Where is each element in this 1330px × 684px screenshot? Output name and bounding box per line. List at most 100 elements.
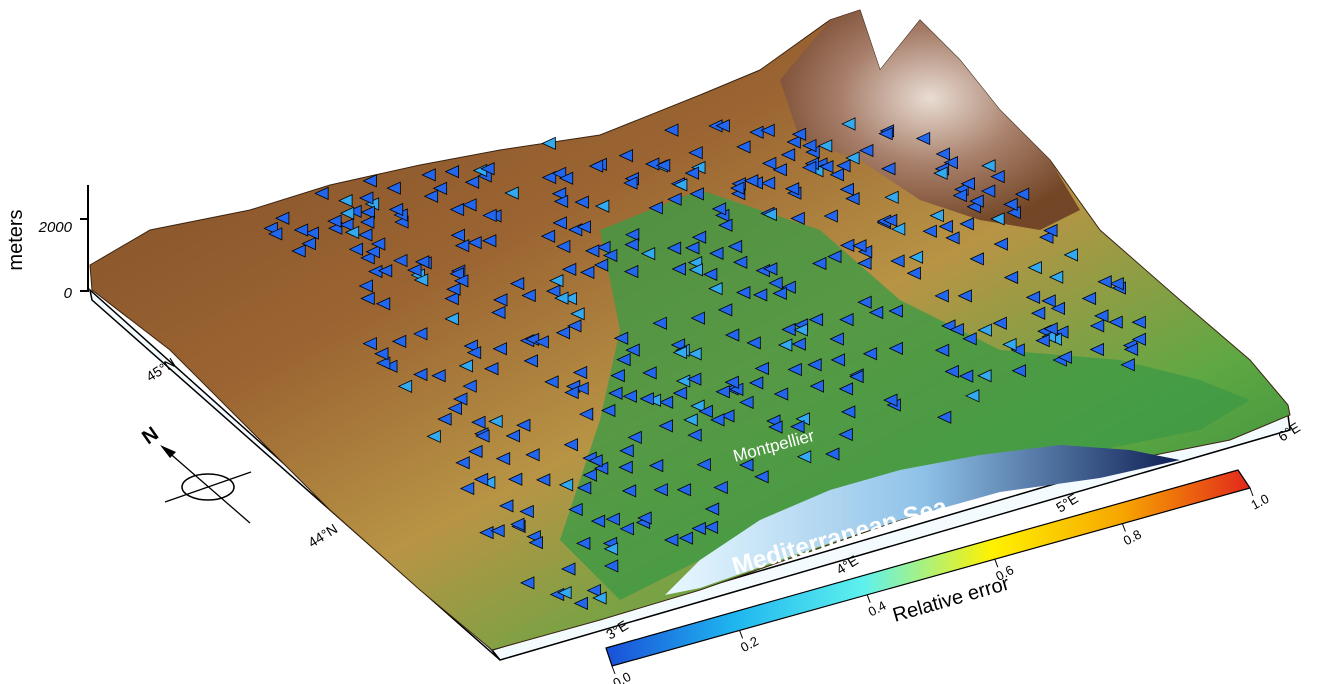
station-triangle-icon bbox=[541, 136, 556, 151]
station-triangle-icon bbox=[838, 427, 853, 442]
latitude-label-45n: 45°N bbox=[143, 354, 178, 384]
station-triangle-icon bbox=[601, 403, 616, 418]
station-triangle-icon bbox=[1057, 350, 1072, 364]
compass-circle-icon bbox=[181, 473, 235, 501]
lowland-plain bbox=[560, 190, 1250, 600]
station-triangle-icon bbox=[687, 428, 702, 442]
station-triangle-icon bbox=[690, 311, 705, 325]
station-triangle-icon bbox=[561, 562, 576, 576]
station-triangle-icon bbox=[830, 353, 846, 367]
station-triangle-icon bbox=[1043, 223, 1058, 238]
station-triangle-icon bbox=[453, 274, 469, 288]
station-triangle-icon bbox=[605, 512, 620, 526]
station-triangle-icon bbox=[808, 313, 824, 327]
station-triangle-icon bbox=[724, 375, 739, 389]
station-triangle-icon bbox=[683, 413, 698, 427]
station-triangle-icon bbox=[479, 525, 494, 540]
station-triangle-icon bbox=[884, 190, 899, 204]
station-triangle-icon bbox=[563, 438, 578, 452]
station-triangle-icon bbox=[653, 483, 668, 497]
station-triangle-icon bbox=[495, 452, 511, 466]
station-triangle-icon bbox=[786, 135, 801, 149]
station-triangle-icon bbox=[773, 387, 789, 401]
station-triangle-icon bbox=[492, 342, 507, 356]
station-triangle-icon bbox=[666, 241, 682, 255]
station-triangle-icon bbox=[549, 274, 564, 288]
station-triangle-icon bbox=[667, 192, 682, 206]
station-triangle-icon bbox=[432, 181, 448, 195]
station-triangle-icon bbox=[698, 404, 713, 418]
station-triangle-icon bbox=[684, 166, 699, 180]
station-triangle-icon bbox=[784, 182, 800, 196]
colorbar-tick bbox=[994, 559, 999, 568]
station-triangle-icon bbox=[1039, 230, 1054, 244]
station-triangle-icon bbox=[802, 138, 817, 153]
station-triangle-icon bbox=[688, 263, 703, 277]
station-triangle-icon bbox=[393, 253, 408, 268]
station-triangle-icon bbox=[934, 343, 950, 357]
station-triangle-icon bbox=[553, 194, 569, 209]
station-triangle-icon bbox=[475, 429, 490, 443]
station-triangle-icon bbox=[449, 267, 464, 281]
station-triangle-icon bbox=[840, 405, 856, 419]
station-triangle-icon bbox=[663, 533, 679, 547]
station-triangle-icon bbox=[691, 521, 706, 536]
station-triangle-icon bbox=[713, 480, 728, 495]
station-triangle-icon bbox=[365, 245, 380, 259]
station-triangle-icon bbox=[859, 143, 874, 158]
station-triangle-icon bbox=[1003, 270, 1019, 285]
station-triangle-icon bbox=[839, 312, 854, 327]
station-triangle-icon bbox=[481, 234, 497, 248]
station-triangle-icon bbox=[689, 187, 704, 201]
colorbar-tick-label: 0.6 bbox=[993, 562, 1016, 584]
station-triangle-icon bbox=[602, 248, 618, 263]
station-triangle-icon bbox=[586, 583, 601, 598]
station-triangle-icon bbox=[743, 174, 759, 188]
station-triangle-icon bbox=[772, 286, 787, 301]
station-triangle-icon bbox=[812, 256, 827, 271]
station-triangle-icon bbox=[447, 401, 462, 416]
station-triangle-icon bbox=[557, 586, 572, 600]
colorbar-tick-label: 1.0 bbox=[1248, 491, 1271, 513]
station-triangle-icon bbox=[739, 458, 754, 472]
north-compass: N bbox=[138, 423, 252, 524]
station-triangle-icon bbox=[938, 219, 953, 234]
station-triangle-icon bbox=[957, 289, 972, 303]
station-triangle-icon bbox=[933, 166, 948, 180]
station-triangle-icon bbox=[715, 119, 730, 133]
station-triangle-icon bbox=[504, 186, 519, 200]
station-triangle-icon bbox=[969, 194, 984, 208]
station-triangle-icon bbox=[761, 156, 777, 170]
station-triangle-icon bbox=[450, 228, 465, 242]
station-triangle-icon bbox=[488, 414, 503, 429]
station-triangle-icon bbox=[990, 169, 1005, 184]
station-triangle-icon bbox=[888, 304, 903, 318]
station-triangle-icon bbox=[1050, 301, 1066, 316]
station-triangle-icon bbox=[466, 345, 482, 360]
station-triangle-icon bbox=[732, 255, 748, 269]
station-triangle-icon bbox=[558, 478, 574, 492]
station-triangle-icon bbox=[1089, 342, 1104, 357]
station-triangle-icon bbox=[383, 359, 398, 373]
station-triangle-icon bbox=[845, 151, 860, 165]
station-triangle-icon bbox=[423, 189, 439, 203]
station-triangle-icon bbox=[426, 429, 441, 443]
station-triangle-icon bbox=[862, 347, 878, 361]
station-triangle-icon bbox=[888, 341, 903, 355]
station-triangle-icon bbox=[754, 361, 769, 376]
station-triangle-icon bbox=[801, 160, 817, 175]
vertical-axis-tick-label-2000: 2000 bbox=[38, 219, 73, 236]
north-letter: N bbox=[138, 423, 162, 449]
station-triangle-icon bbox=[977, 369, 992, 383]
station-triangle-icon bbox=[360, 251, 375, 265]
station-triangle-icon bbox=[702, 267, 718, 282]
station-triangle-icon bbox=[857, 295, 872, 309]
station-triangle-icon bbox=[672, 345, 688, 360]
station-triangle-icon bbox=[752, 288, 768, 302]
station-triangle-icon bbox=[754, 470, 769, 484]
station-triangle-icon bbox=[570, 307, 585, 321]
station-triangle-icon bbox=[644, 157, 660, 171]
station-triangle-icon bbox=[516, 418, 531, 432]
station-triangle-icon bbox=[623, 176, 638, 190]
